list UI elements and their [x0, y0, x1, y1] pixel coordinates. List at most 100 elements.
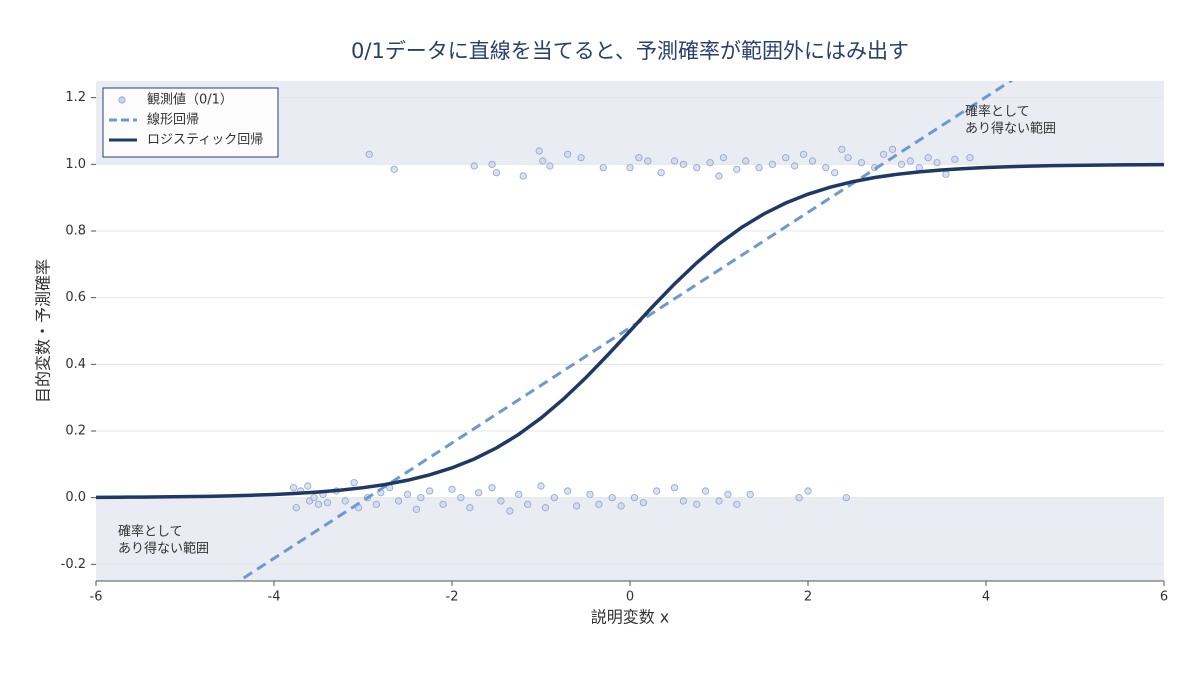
data-point: [541, 504, 550, 512]
data-point: [608, 494, 616, 502]
data-point: [537, 482, 545, 490]
data-point: [888, 145, 897, 153]
data-point: [586, 490, 594, 498]
data-point: [702, 487, 710, 495]
y-tick-label: 1.0: [65, 157, 86, 172]
data-point: [822, 164, 830, 172]
data-point: [492, 169, 501, 177]
y-axis-title: 目的変数・予測確率: [34, 259, 53, 403]
data-point: [417, 494, 425, 502]
data-point: [857, 159, 866, 167]
x-tick-label: 2: [804, 590, 812, 605]
data-point: [350, 479, 358, 487]
data-point: [630, 494, 639, 502]
data-point: [795, 494, 803, 502]
data-point: [933, 159, 941, 167]
data-point: [755, 164, 763, 172]
data-point: [515, 490, 523, 498]
data-point: [466, 504, 474, 512]
data-point: [844, 154, 852, 162]
data-point: [304, 482, 312, 490]
data-point: [497, 497, 505, 505]
shaded-range: [96, 497, 1164, 581]
data-point: [635, 154, 643, 162]
data-point: [470, 162, 478, 170]
data-point: [644, 157, 652, 165]
data-point: [657, 169, 665, 177]
data-point: [733, 165, 741, 173]
x-tick-label: 0: [626, 590, 634, 605]
data-point: [768, 160, 777, 168]
data-point: [670, 157, 679, 165]
data-point: [719, 154, 728, 162]
y-tick-label: 0.4: [65, 357, 86, 372]
data-point: [924, 154, 932, 162]
data-point: [550, 494, 558, 502]
legend-label: 線形回帰: [147, 112, 199, 128]
data-point: [693, 164, 701, 172]
data-point: [524, 500, 532, 508]
data-point: [670, 484, 679, 492]
data-point: [804, 487, 812, 495]
data-point: [791, 162, 799, 170]
data-point: [880, 150, 888, 158]
data-point: [599, 164, 607, 172]
data-point: [448, 485, 456, 493]
y-tick-label: 0.0: [65, 490, 86, 505]
annotation: あり得ない範囲: [965, 121, 1056, 137]
data-point: [617, 502, 625, 510]
legend-box: [102, 87, 279, 158]
legend-label: 観測値（0/1）: [147, 92, 233, 108]
data-point: [519, 172, 527, 180]
data-point: [679, 497, 688, 505]
data-point: [653, 487, 661, 495]
data-point: [782, 154, 790, 162]
data-point: [372, 500, 380, 508]
data-point: [475, 489, 483, 497]
data-point: [951, 155, 959, 163]
line-series: [236, 81, 1014, 581]
data-point: [426, 487, 434, 495]
x-tick-label: -2: [446, 590, 459, 605]
data-point: [831, 169, 839, 177]
data-point: [706, 159, 714, 167]
data-point: [457, 494, 465, 502]
data-point: [439, 500, 447, 508]
data-point: [564, 150, 572, 158]
data-point: [746, 490, 754, 498]
annotation: 確率として: [965, 104, 1030, 120]
x-tick-label: -6: [90, 590, 103, 605]
data-point: [679, 160, 688, 168]
x-tick-label: 6: [1160, 590, 1168, 605]
data-point: [742, 157, 750, 165]
data-point: [715, 172, 723, 180]
x-tick-label: 4: [982, 590, 990, 605]
data-point: [906, 157, 914, 165]
data-point: [539, 157, 547, 165]
data-point: [341, 497, 349, 505]
chart-title: 0/1データに直線を当てると、予測確率が範囲外にはみ出す: [351, 39, 909, 63]
data-point: [365, 150, 373, 158]
y-tick-label: 0.6: [65, 290, 86, 305]
annotation: 確率として: [118, 524, 183, 540]
data-point: [577, 154, 585, 162]
data-point: [488, 484, 496, 492]
data-point: [488, 160, 496, 168]
data-point: [564, 487, 572, 495]
x-tick-label: -4: [268, 590, 281, 605]
data-point: [412, 505, 420, 513]
data-point: [403, 490, 412, 498]
data-point: [626, 164, 634, 172]
data-point: [595, 500, 603, 508]
y-tick-label: -0.2: [61, 557, 86, 572]
data-point: [310, 494, 318, 502]
data-point: [715, 497, 723, 505]
data-point: [808, 157, 817, 165]
data-point: [390, 165, 398, 173]
data-point: [966, 154, 974, 162]
data-point: [838, 145, 846, 153]
data-point: [394, 497, 403, 505]
y-tick-label: 0.8: [65, 224, 86, 239]
data-point: [724, 490, 732, 498]
